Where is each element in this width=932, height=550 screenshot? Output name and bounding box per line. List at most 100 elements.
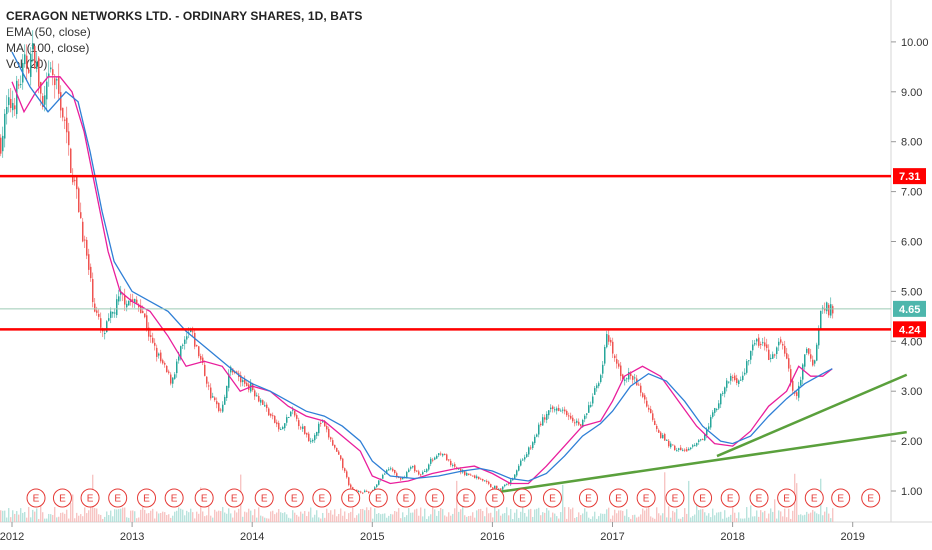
volume-bar [600,513,602,522]
earnings-marker[interactable] [52,488,72,508]
earnings-marker[interactable] [108,488,128,508]
earnings-marker[interactable] [861,488,881,508]
earnings-marker-label: E [643,494,650,505]
volume-bar [28,507,30,522]
earnings-marker[interactable] [341,488,361,508]
candle-body [816,344,818,361]
earnings-marker[interactable] [368,488,388,508]
volume-bar [300,511,302,522]
volume-bar [88,510,90,522]
candle-body [350,484,352,488]
candle-body [252,384,254,391]
candle-body [426,469,428,472]
volume-bar [146,513,148,522]
earnings-marker[interactable] [137,488,157,508]
earnings-marker[interactable] [720,488,740,508]
earnings-marker[interactable] [693,488,713,508]
volume-bar [114,509,116,522]
volume-bar [740,518,742,522]
candle-body [640,385,642,393]
candle-body [706,430,708,436]
volume-bar [558,518,560,522]
trend-line-2[interactable] [716,373,908,458]
candle-body [806,348,808,353]
candle-body [720,393,722,405]
volume-bar [666,517,668,522]
earnings-marker[interactable] [609,488,629,508]
candle-body [612,341,614,354]
volume-bar [498,509,500,522]
volume-bar [236,512,238,522]
earnings-marker[interactable] [749,488,769,508]
volume-bar [352,507,354,522]
earnings-marker[interactable] [26,488,46,508]
volume-bar [10,517,12,522]
earnings-marker[interactable] [80,488,100,508]
earnings-marker[interactable] [312,488,332,508]
earnings-marker[interactable] [804,488,824,508]
candle-body [492,487,494,489]
earnings-marker[interactable] [636,488,656,508]
earnings-marker[interactable] [456,488,476,508]
candle-body [594,388,596,395]
candle-body [510,479,512,485]
candle-body [554,409,556,411]
volume-bar [124,507,126,522]
volume-bar [578,512,580,522]
volume-bar [402,512,404,522]
volume-bar [310,507,312,522]
candle-body [224,396,226,405]
earnings-marker[interactable] [578,488,598,508]
earnings-marker-label: E [143,494,150,505]
candle-body [776,347,778,355]
volume-bar [536,508,538,522]
earnings-marker[interactable] [194,488,214,508]
candle-body [158,353,160,356]
candle-body [146,315,148,330]
y-tick-label: 7.00 [901,187,922,199]
earnings-marker[interactable] [542,488,562,508]
earnings-marker[interactable] [665,488,685,508]
earnings-marker[interactable] [254,488,274,508]
earnings-marker[interactable] [396,488,416,508]
earnings-marker-label: E [837,494,844,505]
earnings-marker[interactable] [425,488,445,508]
volume-bar [722,518,724,522]
earnings-marker[interactable] [164,488,184,508]
candle-body [182,344,184,346]
earnings-marker[interactable] [831,488,851,508]
volume-bar [442,509,444,522]
earnings-marker[interactable] [224,488,244,508]
earnings-marker[interactable] [485,488,505,508]
volume-bar [752,516,754,522]
candle-body [134,299,136,303]
volume-bar [216,511,218,522]
candle-body [596,385,598,389]
volume-bar [394,511,396,522]
legend-ema[interactable]: EMA (50, close) [6,25,91,39]
volume-bar [824,511,826,522]
trend-line-1[interactable] [498,430,907,494]
earnings-marker[interactable] [777,488,797,508]
candle-body [630,373,632,377]
candle-body [570,415,572,419]
earnings-marker[interactable] [512,488,532,508]
volume-bar [86,513,88,522]
candle-body [74,179,76,182]
volume-bar [432,507,434,522]
volume-bar [518,517,520,522]
candle-body [568,415,570,417]
candle-body [598,383,600,387]
volume-bar [734,512,736,522]
earnings-marker-label: E [347,494,354,505]
candle-body [312,439,314,442]
candle-body [768,349,770,360]
volume-bar [804,514,806,522]
volume-bar [366,507,368,522]
earnings-marker[interactable] [284,488,304,508]
candle-body [472,475,474,477]
candle-body [0,137,2,154]
candle-body [428,464,430,470]
x-tick-label: 2018 [720,531,744,543]
